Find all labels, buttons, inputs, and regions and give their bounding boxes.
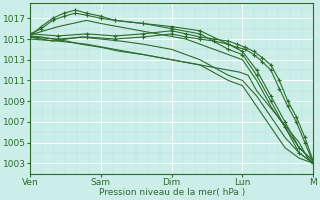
X-axis label: Pression niveau de la mer( hPa ): Pression niveau de la mer( hPa ): [99, 188, 245, 197]
